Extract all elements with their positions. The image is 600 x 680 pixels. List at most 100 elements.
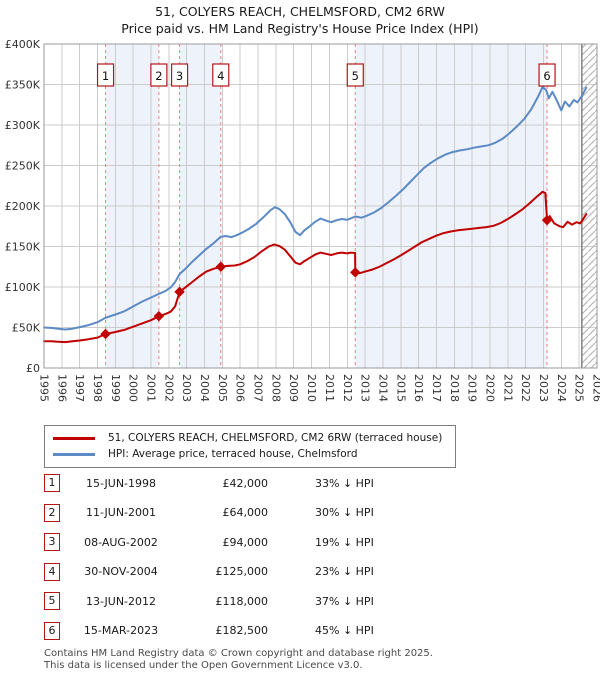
sale-marker-diamond bbox=[174, 286, 185, 298]
future-hatch bbox=[581, 44, 597, 368]
plot-border bbox=[43, 43, 598, 369]
license-note: Contains HM Land Registry data © Crown c… bbox=[44, 648, 433, 671]
transaction-date: 08-AUG-2002 bbox=[84, 535, 158, 549]
legend-price-label: 51, COLYERS REACH, CHELMSFORD, CM2 6RW (… bbox=[108, 432, 443, 444]
y-tick-label: £100K bbox=[5, 281, 41, 294]
y-tick-label: £0 bbox=[26, 362, 40, 375]
table-row: 3 08-AUG-2002 £94,000 19% ↓ HPI bbox=[44, 533, 374, 552]
sale-number-label: 3 bbox=[176, 69, 183, 83]
x-tick-label: 2024 bbox=[555, 374, 568, 402]
x-tick-label: 2008 bbox=[269, 374, 282, 402]
transaction-number-badge: 5 bbox=[44, 592, 60, 611]
transaction-price: £94,000 bbox=[222, 535, 269, 549]
transaction-date: 11-JUN-2001 bbox=[85, 506, 157, 520]
chart-legend: 51, COLYERS REACH, CHELMSFORD, CM2 6RW (… bbox=[44, 425, 456, 468]
sale-number-label: 1 bbox=[102, 69, 109, 83]
chart-subtitle: Price paid vs. HM Land Registry's House … bbox=[121, 21, 479, 36]
x-tick-label: 2019 bbox=[466, 374, 479, 402]
x-tick-label: 2014 bbox=[376, 374, 389, 402]
transaction-price: £42,000 bbox=[222, 476, 269, 490]
x-tick-label: 2022 bbox=[519, 374, 532, 402]
x-tick-label: 2005 bbox=[216, 374, 229, 402]
transaction-price: £64,000 bbox=[222, 506, 269, 520]
transaction-date: 13-JUN-2012 bbox=[85, 594, 157, 608]
sale-number-label: 2 bbox=[155, 69, 162, 83]
transaction-number-badge: 4 bbox=[44, 562, 60, 581]
x-tick-label: 2011 bbox=[323, 374, 336, 402]
x-tick-label: 2023 bbox=[537, 374, 550, 402]
transaction-number-badge: 3 bbox=[44, 533, 60, 552]
table-row: 2 11-JUN-2001 £64,000 30% ↓ HPI bbox=[44, 503, 374, 522]
table-row: 1 15-JUN-1998 £42,000 33% ↓ HPI bbox=[44, 474, 374, 492]
sale-number-label: 4 bbox=[217, 69, 224, 83]
license-line-2: This data is licensed under the Open Gov… bbox=[44, 659, 363, 671]
sale-marker-diamond bbox=[215, 261, 226, 272]
license-line-1: Contains HM Land Registry data © Crown c… bbox=[44, 648, 433, 659]
x-tick-label: 1995 bbox=[38, 374, 51, 402]
price-history-chart: 1 2 3 4 5 6£0£50K£100K£150K£200K£250K£300K£35… bbox=[5, 38, 600, 402]
transaction-date: 15-MAR-2023 bbox=[83, 624, 159, 638]
x-tick-label: 1999 bbox=[109, 374, 122, 402]
transaction-price: £125,000 bbox=[215, 565, 269, 579]
sale-number-box bbox=[150, 63, 168, 87]
x-tick-label: 2002 bbox=[162, 374, 175, 402]
x-tick-label: 2017 bbox=[430, 374, 443, 402]
chart-title: 51, COLYERS REACH, CHELMSFORD, CM2 6RW bbox=[155, 4, 445, 19]
x-tick-label: 1998 bbox=[91, 374, 104, 402]
transaction-hpi-diff: 19% ↓ HPI bbox=[315, 535, 374, 549]
table-row: 5 13-JUN-2012 £118,000 37% ↓ HPI bbox=[44, 592, 374, 611]
sale-marker-diamond bbox=[350, 267, 361, 278]
transaction-hpi-diff: 33% ↓ HPI bbox=[315, 476, 374, 490]
sale-number-box bbox=[346, 63, 364, 87]
sale-marker-diamond bbox=[100, 328, 111, 340]
transaction-hpi-diff: 45% ↓ HPI bbox=[315, 624, 374, 638]
x-tick-label: 2020 bbox=[483, 374, 496, 402]
y-tick-label: £200K bbox=[5, 200, 41, 213]
sale-number-label: 5 bbox=[352, 69, 359, 83]
x-tick-label: 2025 bbox=[573, 374, 586, 402]
x-tick-label: 2004 bbox=[198, 374, 211, 402]
hpi-line bbox=[43, 85, 588, 331]
x-tick-label: 2021 bbox=[501, 374, 514, 402]
y-tick-label: £150K bbox=[5, 241, 41, 254]
sale-marker-diamond bbox=[541, 214, 553, 226]
hpi-line-sample bbox=[53, 452, 95, 456]
sale-number-box bbox=[96, 63, 115, 87]
x-tick-label: 2007 bbox=[252, 374, 265, 402]
x-tick-label: 2018 bbox=[448, 374, 461, 402]
price-paid-line bbox=[43, 190, 588, 344]
sale-number-box bbox=[538, 63, 556, 87]
y-tick-label: £50K bbox=[12, 322, 41, 335]
sale-marker-diamond bbox=[153, 310, 165, 322]
y-tick-label: £300K bbox=[5, 119, 41, 132]
x-tick-label: 1996 bbox=[55, 374, 68, 402]
legend-row-price: 51, COLYERS REACH, CHELMSFORD, CM2 6RW (… bbox=[45, 430, 455, 446]
x-tick-label: 2013 bbox=[359, 374, 372, 402]
table-row: 6 15-MAR-2023 £182,500 45% ↓ HPI bbox=[44, 621, 374, 640]
legend-row-hpi: HPI: Average price, terraced house, Chel… bbox=[45, 446, 455, 462]
transaction-number-badge: 1 bbox=[44, 474, 60, 492]
x-tick-label: 2003 bbox=[180, 374, 193, 402]
transaction-date: 15-JUN-1998 bbox=[85, 476, 157, 490]
transaction-date: 30-NOV-2004 bbox=[84, 565, 158, 579]
transaction-hpi-diff: 37% ↓ HPI bbox=[315, 594, 374, 608]
legend-hpi-label: HPI: Average price, terraced house, Chel… bbox=[108, 448, 358, 460]
x-tick-label: 2000 bbox=[127, 374, 140, 402]
x-tick-label: 1997 bbox=[73, 374, 86, 402]
x-tick-label: 2016 bbox=[412, 374, 425, 402]
transaction-number-badge: 6 bbox=[44, 621, 60, 640]
y-tick-label: £400K bbox=[5, 38, 41, 51]
sale-number-box bbox=[212, 63, 230, 87]
transaction-hpi-diff: 30% ↓ HPI bbox=[315, 506, 374, 520]
x-tick-label: 2015 bbox=[394, 374, 407, 402]
x-tick-label: 2001 bbox=[145, 374, 158, 402]
transaction-hpi-diff: 23% ↓ HPI bbox=[315, 565, 374, 579]
transactions-table: 1 15-JUN-1998 £42,000 33% ↓ HPI 2 11-JUN-2001… bbox=[44, 474, 374, 652]
y-tick-label: £350K bbox=[5, 79, 41, 92]
x-tick-label: 2026 bbox=[591, 374, 600, 402]
x-tick-label: 2012 bbox=[341, 374, 354, 402]
y-tick-label: £250K bbox=[5, 160, 41, 173]
sale-number-box bbox=[170, 63, 189, 87]
transaction-price: £182,500 bbox=[215, 624, 269, 638]
price-line-sample bbox=[53, 436, 95, 440]
